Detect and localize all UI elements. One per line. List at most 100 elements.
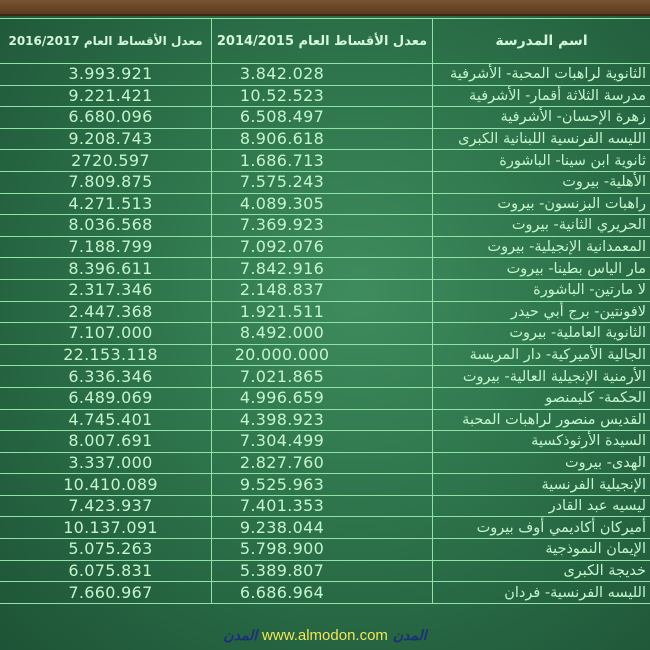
school-name-cell: الأهلية- بيروت [432,170,650,194]
table-row: راهبات البزنسون- بيروت 4.089.305 4.271.513 [0,192,650,216]
school-name-cell: لا مارتين- الباشورة [432,278,650,302]
table-row: القديس منصور لراهبات المحبة 4.398.923 4.74… [0,408,650,432]
avg-2014-cell: 7.842.916 [211,257,433,280]
avg-2016-cell: 7.809.875 [0,170,212,194]
avg-2014-cell: 4.089.305 [211,192,433,216]
table-row: الحريري الثانية- بيروت 7.369.923 8.036.568 [0,214,650,237]
table-row: الثانوية لراهبات المحبة- الأشرفية 3.842.0… [0,63,650,86]
avg-2014-cell: 20.000.000 [211,343,433,367]
table-header-row: اسم المدرسة معدل الأقساط العام 2014/2015… [0,18,650,64]
avg-2016-cell: 6.075.831 [0,559,212,583]
avg-2014-cell: 5.798.900 [211,538,433,561]
table-row: الإنجيلية الفرنسية 9.525.963 10.410.089 [0,473,650,496]
school-name-cell: الإيمان النموذجية [432,538,650,561]
school-name-cell: مار الياس بطينا- بيروت [432,257,650,280]
school-name-cell: الهدى- بيروت [432,451,650,475]
avg-2016-cell: 7.660.967 [0,581,212,604]
school-name-cell: الإنجيلية الفرنسية [432,473,650,496]
table-row: ليسيه عبد القادر 7.401.353 7.423.937 [0,494,650,518]
avg-2014-cell: 9.238.044 [211,516,433,540]
school-name-cell: الأرمنية الإنجيلية العالية- بيروت [432,365,650,388]
avg-2014-cell: 4.996.659 [211,386,433,410]
avg-2016-cell: 6.336.346 [0,365,212,388]
avg-2014-cell: 7.092.076 [211,235,433,259]
school-name-cell: لافونتين- برج أبي حيدر [432,300,650,324]
tuition-table: اسم المدرسة معدل الأقساط العام 2014/2015… [0,18,650,604]
table-row: الليسه الفرنسية- فردان 6.686.964 7.660.967 [0,581,650,604]
table-row: الهدى- بيروت 2.827.760 3.337.000 [0,451,650,475]
avg-2016-cell: 2.317.346 [0,278,212,302]
avg-2014-cell: 2.827.760 [211,451,433,475]
avg-2016-cell: 22.153.118 [0,343,212,367]
school-name-cell: خديجة الكبرى [432,559,650,583]
school-name-cell: ثانوية ابن سينا- الباشورة [432,149,650,172]
header-school-name: اسم المدرسة [432,18,650,64]
table-row: مدرسة الثلاثة أقمار- الأشرفية 10.52.523 9.… [0,84,650,108]
school-name-cell: الثانوية لراهبات المحبة- الأشرفية [432,63,650,86]
avg-2014-cell: 7.304.499 [211,430,433,453]
avg-2014-cell: 7.369.923 [211,214,433,237]
avg-2016-cell: 4.271.513 [0,192,212,216]
header-avg-2016: معدل الأقساط العام 2016/2017 [0,18,212,64]
table-row: الإيمان النموذجية 5.798.900 5.075.263 [0,538,650,561]
table-row: لا مارتين- الباشورة 2.148.837 2.317.346 [0,278,650,302]
avg-2014-cell: 7.021.865 [211,365,433,388]
avg-2016-cell: 2720.597 [0,149,212,172]
school-name-cell: الليسه الفرنسية اللبنانية الكبرى [432,127,650,151]
school-name-cell: المعمدانية الإنجيلية- بيروت [432,235,650,259]
avg-2016-cell: 4.745.401 [0,408,212,432]
table-row: الليسه الفرنسية اللبنانية الكبرى 8.906.61… [0,127,650,151]
table-row: الجالية الأميركية- دار المريسة 20.000.000… [0,343,650,367]
avg-2016-cell: 6.489.069 [0,386,212,410]
avg-2016-cell: 5.075.263 [0,538,212,561]
school-name-cell: القديس منصور لراهبات المحبة [432,408,650,432]
avg-2016-cell: 10.137.091 [0,516,212,540]
avg-2014-cell: 1.921.511 [211,300,433,324]
avg-2016-cell: 7.107.000 [0,322,212,345]
avg-2014-cell: 10.52.523 [211,84,433,108]
table-row: مار الياس بطينا- بيروت 7.842.916 8.396.611 [0,257,650,280]
chalkboard-frame [0,0,650,16]
avg-2014-cell: 7.575.243 [211,170,433,194]
avg-2014-cell: 6.508.497 [211,106,433,129]
school-name-cell: الليسه الفرنسية- فردان [432,581,650,604]
table-row: المعمدانية الإنجيلية- بيروت 7.092.076 7.18… [0,235,650,259]
avg-2014-cell: 8.492.000 [211,322,433,345]
avg-2016-cell: 9.221.421 [0,84,212,108]
table-row: ثانوية ابن سينا- الباشورة 1.686.713 2720.5… [0,149,650,172]
school-name-cell: الحريري الثانية- بيروت [432,214,650,237]
avg-2016-cell: 2.447.368 [0,300,212,324]
school-name-cell: زهرة الإحسان- الأشرفية [432,106,650,129]
avg-2014-cell: 2.148.837 [211,278,433,302]
avg-2016-cell: 3.993.921 [0,63,212,86]
school-name-cell: السيدة الأرثوذكسية [432,430,650,453]
avg-2016-cell: 8.396.611 [0,257,212,280]
table-row: الأرمنية الإنجيلية العالية- بيروت 7.021.8… [0,365,650,388]
school-name-cell: الحكمة- كليمنصو [432,386,650,410]
table-row: زهرة الإحسان- الأشرفية 6.508.497 6.680.096 [0,106,650,129]
table-row: الأهلية- بيروت 7.575.243 7.809.875 [0,170,650,194]
site-url-link[interactable]: www.almodon.com [262,627,388,644]
avg-2016-cell: 8.007.691 [0,430,212,453]
avg-2014-cell: 5.389.807 [211,559,433,583]
school-name-cell: ليسيه عبد القادر [432,494,650,518]
footer: المدن www.almodon.com المدن [0,626,650,644]
table-row: أميركان أكاديمي أوف بيروت 9.238.044 10.137… [0,516,650,540]
table-row: الحكمة- كليمنصو 4.996.659 6.489.069 [0,386,650,410]
avg-2016-cell: 7.188.799 [0,235,212,259]
table-row: السيدة الأرثوذكسية 7.304.499 8.007.691 [0,430,650,453]
avg-2014-cell: 7.401.353 [211,494,433,518]
avg-2016-cell: 9.208.743 [0,127,212,151]
header-avg-2014: معدل الأقساط العام 2014/2015 [211,18,433,64]
school-name-cell: مدرسة الثلاثة أقمار- الأشرفية [432,84,650,108]
avg-2014-cell: 1.686.713 [211,149,433,172]
almodon-logo: المدن [223,628,258,644]
avg-2014-cell: 6.686.964 [211,581,433,604]
avg-2014-cell: 3.842.028 [211,63,433,86]
table-row: خديجة الكبرى 5.389.807 6.075.831 [0,559,650,583]
avg-2016-cell: 6.680.096 [0,106,212,129]
avg-2014-cell: 4.398.923 [211,408,433,432]
avg-2016-cell: 7.423.937 [0,494,212,518]
table-row: لافونتين- برج أبي حيدر 1.921.511 2.447.368 [0,300,650,324]
school-name-cell: راهبات البزنسون- بيروت [432,192,650,216]
